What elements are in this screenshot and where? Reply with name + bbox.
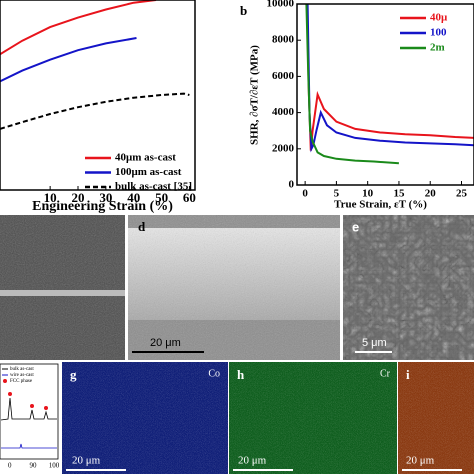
element-label: Co	[208, 368, 220, 379]
peak-dot	[8, 392, 12, 396]
wire	[0, 290, 125, 296]
legend-text: bulk as-cast	[10, 367, 34, 372]
x-axis-label: Engineering Strain (%)	[32, 199, 173, 214]
x-tick-label: 15	[393, 188, 405, 200]
legend-label: 40μ	[430, 12, 448, 24]
panel-label: b	[240, 3, 247, 18]
xrd-curve	[1, 443, 57, 449]
y-tick-label: 8000	[272, 34, 295, 46]
image-texture	[343, 215, 474, 360]
x-tick-label: 20	[425, 188, 437, 200]
scale-label: 20 μm	[406, 455, 435, 467]
x-tick-label: 10	[362, 188, 374, 200]
legend-label: 100μm as-cast	[115, 166, 182, 178]
plot-frame	[0, 0, 196, 191]
y-tick-label: 10000	[267, 0, 295, 10]
legend-label: 100	[430, 27, 447, 39]
series-line	[0, 0, 157, 56]
x-tick-label: 10	[44, 190, 57, 205]
legend-text: FCC phase	[10, 379, 33, 384]
image-noise	[0, 215, 125, 360]
tick-label: 0	[8, 462, 12, 470]
tick-label: 100	[49, 462, 60, 470]
x-tick-label: 60	[183, 190, 196, 205]
peak-dot	[30, 404, 34, 408]
scale-label: 5 μm	[362, 337, 387, 349]
map-noise	[398, 362, 474, 474]
y-tick-label: 4000	[272, 106, 295, 118]
panel-label: e	[352, 219, 359, 234]
panel-label: d	[138, 219, 146, 234]
scale-label: 20 μm	[72, 455, 101, 467]
x-tick-label: 0	[302, 188, 308, 200]
panel-label: g	[70, 367, 77, 382]
x-tick-label: 50	[155, 190, 168, 205]
y-tick-label: 2000	[272, 142, 295, 154]
legend-text: wire as-cast	[10, 373, 34, 378]
x-axis-label: True Strain, εT (%)	[334, 199, 427, 211]
x-tick-label: 20	[72, 190, 85, 205]
xrd-frame	[0, 363, 59, 460]
series-line	[0, 37, 137, 83]
map-noise	[62, 362, 228, 474]
panel-label: i	[406, 367, 410, 382]
image-noise	[128, 215, 340, 360]
y-tick-label: 6000	[272, 70, 295, 82]
panel-b: b 40μ 100 2m 0 5 10 15 20 25 0 2000 4000 6000 8000 100…	[240, 0, 474, 211]
legend-dot	[3, 379, 7, 383]
x-tick-label: 40	[127, 190, 140, 205]
series-line	[0, 92, 190, 130]
series-line	[305, 3, 399, 165]
legend-label: 2m	[430, 42, 445, 54]
panel-label: h	[237, 367, 245, 382]
scale-label: 20 μm	[238, 455, 267, 467]
element-label: Cr	[380, 368, 391, 379]
plot-frame	[296, 3, 474, 186]
bottom-row: bulk as-cast wire as-cast FCC phase 0 90…	[0, 362, 474, 474]
xrd-curve	[0, 397, 57, 421]
scale-label: 20 μm	[150, 337, 181, 349]
tick-label: 90	[30, 462, 38, 470]
x-tick-label: 30	[99, 190, 112, 205]
y-tick-label: 0	[289, 179, 295, 191]
y-axis-label: SHR, ∂σT/∂εT (MPa)	[249, 45, 261, 145]
x-tick-label: 25	[456, 188, 468, 200]
peak-dot	[44, 406, 48, 410]
map-noise	[229, 362, 397, 474]
sem-row: d 20 μm e 5 μm	[0, 215, 474, 360]
x-tick-label: 5	[334, 188, 340, 200]
series-line	[306, 3, 474, 153]
legend-label: 40μm as-cast	[115, 152, 176, 164]
